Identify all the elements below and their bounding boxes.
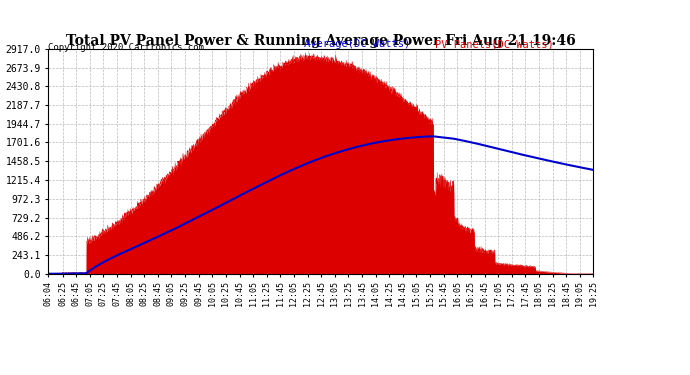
Text: Copyright 2020 Cartronics.com: Copyright 2020 Cartronics.com [48,43,204,52]
Title: Total PV Panel Power & Running Average Power Fri Aug 21 19:46: Total PV Panel Power & Running Average P… [66,34,575,48]
Text: PV Panels(DC Watts): PV Panels(DC Watts) [435,39,553,50]
Text: Average(DC Watts): Average(DC Watts) [304,39,410,50]
